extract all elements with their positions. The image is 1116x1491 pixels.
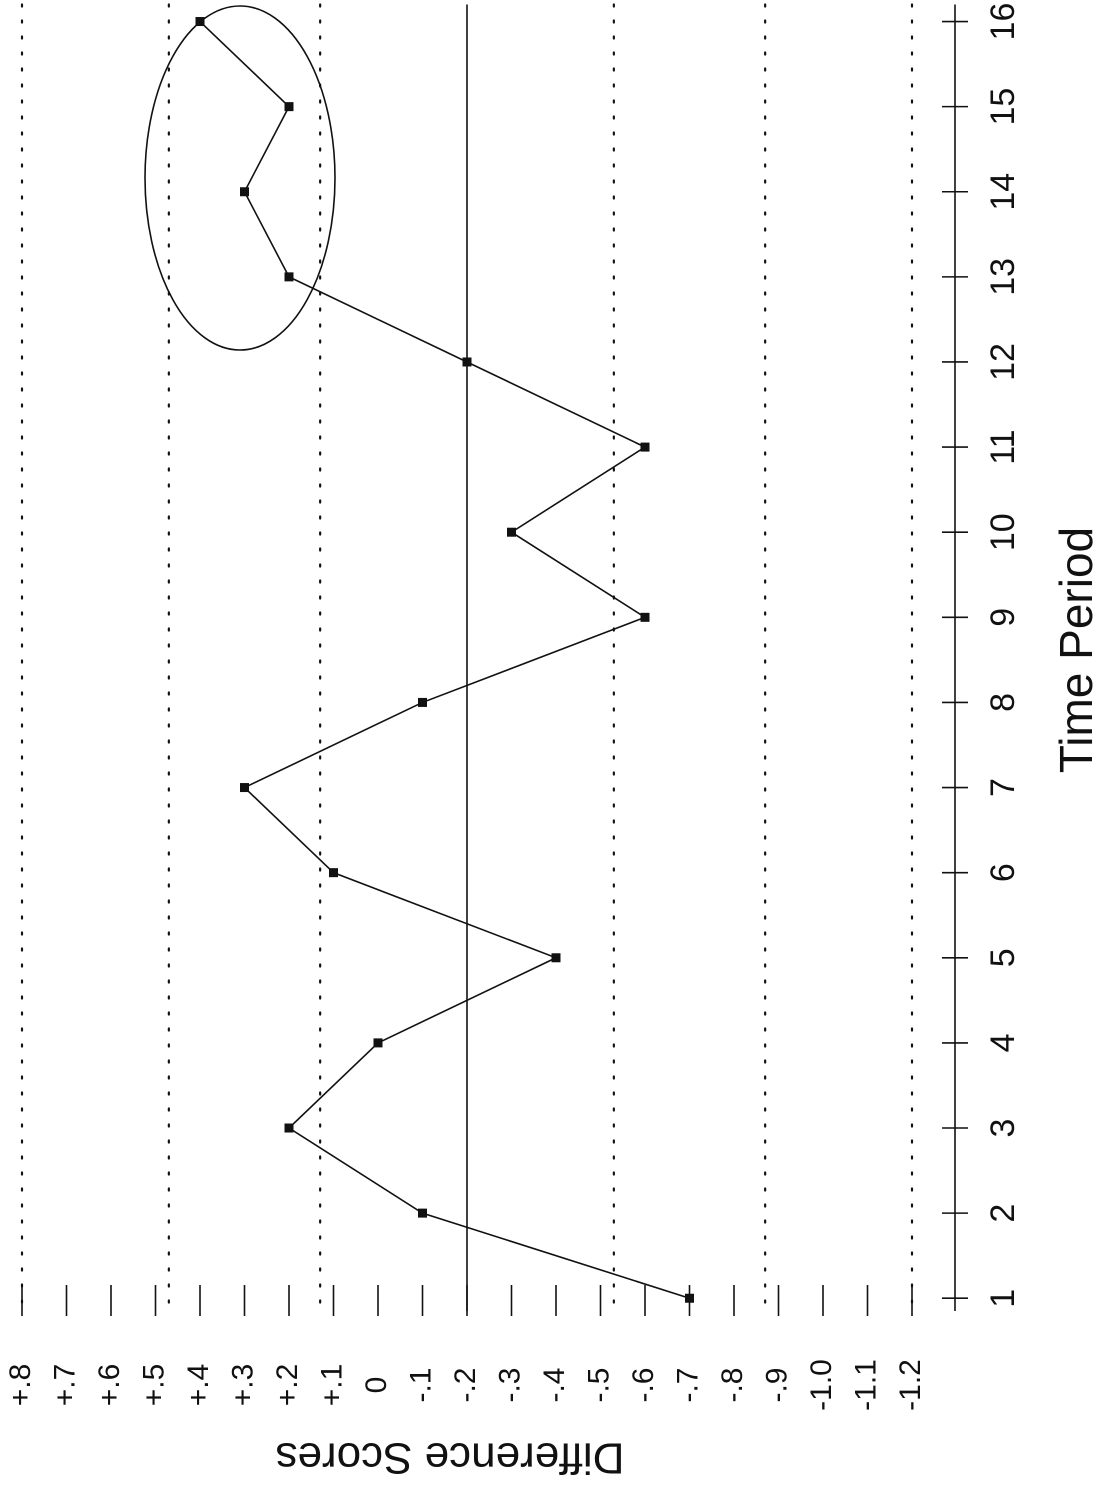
data-point	[240, 783, 249, 793]
y-tick-label: -.4	[538, 1367, 571, 1402]
y-tick-label: -.9	[760, 1367, 793, 1402]
data-point	[284, 102, 294, 112]
y-tick-label: -.8	[716, 1367, 749, 1402]
y-tick-label: +.5	[137, 1364, 170, 1407]
y-tick-label: -.2	[449, 1367, 482, 1402]
x-tick-label: 8	[984, 693, 1022, 712]
data-point	[685, 1293, 694, 1303]
data-point	[418, 1208, 427, 1218]
y-tick-label: -1.1	[849, 1359, 882, 1411]
y-tick-label: -.5	[582, 1367, 615, 1402]
x-tick-label: 3	[984, 1119, 1022, 1138]
y-tick-label: -.6	[627, 1367, 660, 1402]
y-tick-label: 0	[360, 1377, 393, 1394]
x-tick-label: 13	[984, 258, 1022, 296]
x-tick-label: 6	[984, 863, 1022, 882]
x-tick-label: 9	[984, 608, 1022, 627]
x-tick-label: 4	[984, 1033, 1022, 1052]
x-axis-title: Time Period	[1050, 527, 1102, 773]
data-point	[640, 442, 650, 452]
y-tick-label: +.1	[315, 1364, 348, 1407]
x-tick-label: 14	[984, 173, 1022, 211]
data-point	[195, 17, 205, 27]
y-axis-title: Difference Scores	[276, 1433, 625, 1482]
y-tick-label: +.2	[271, 1364, 304, 1407]
y-tick-label: +.6	[93, 1364, 126, 1407]
y-tick-label: -.3	[493, 1367, 526, 1402]
data-line	[199, 20, 690, 1299]
y-tick-label: -.7	[671, 1367, 704, 1402]
y-tick-label: +.7	[48, 1364, 81, 1407]
data-point	[507, 527, 516, 537]
x-tick-label: 2	[984, 1204, 1022, 1223]
x-tick-label: 15	[984, 88, 1022, 126]
data-point	[640, 612, 650, 622]
y-tick-label: +.8	[4, 1364, 37, 1407]
x-tick-label: 7	[984, 778, 1022, 797]
data-point	[284, 1123, 294, 1133]
data-point	[240, 187, 249, 197]
data-point	[373, 1038, 383, 1048]
highlight-ellipse	[144, 5, 336, 351]
data-point	[462, 357, 472, 367]
x-tick-label: 12	[984, 343, 1022, 381]
data-point	[551, 953, 561, 963]
x-tick-label: 16	[984, 3, 1022, 41]
data-point	[284, 272, 294, 282]
x-tick-label: 5	[984, 948, 1022, 967]
y-tick-label: -1.2	[894, 1359, 927, 1411]
data-point	[418, 697, 427, 707]
x-tick-label: 1	[984, 1289, 1022, 1308]
y-tick-label: +.4	[182, 1364, 215, 1407]
x-tick-label: 11	[984, 429, 1022, 464]
y-tick-label: -1.0	[805, 1359, 838, 1411]
data-point	[329, 868, 338, 878]
x-tick-label: 10	[984, 513, 1022, 551]
y-tick-label: +.3	[226, 1364, 259, 1407]
y-tick-label: -.1	[404, 1367, 437, 1402]
